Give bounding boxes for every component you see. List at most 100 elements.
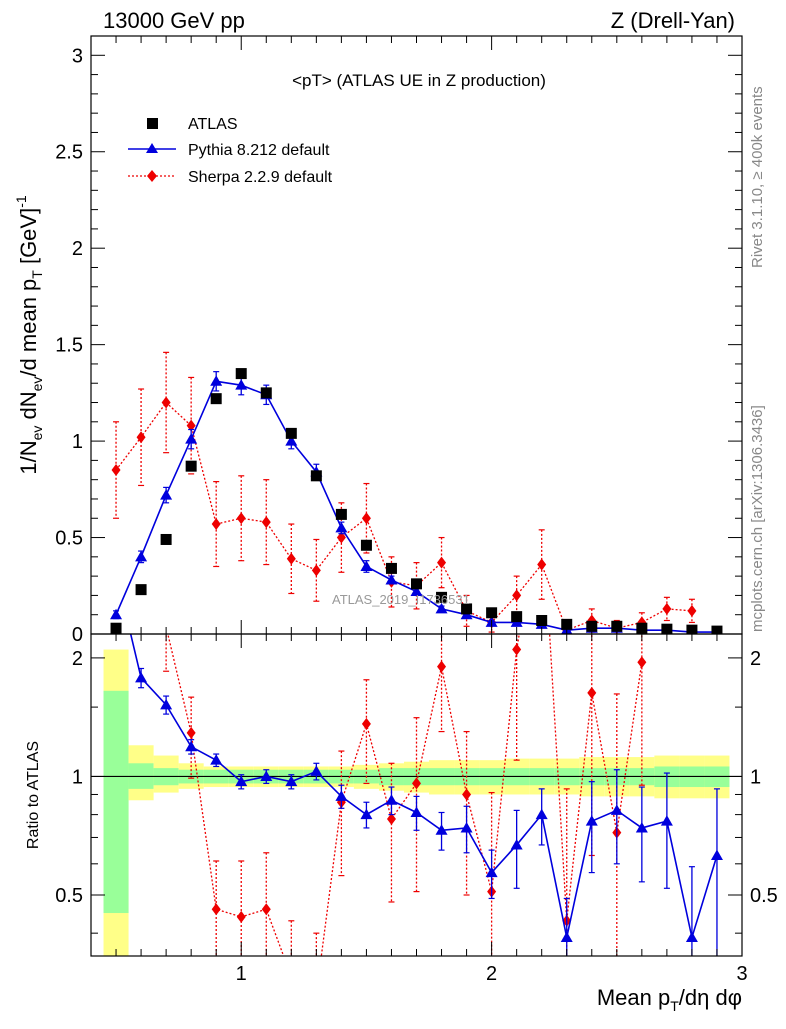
atlas-point — [260, 387, 272, 399]
main-ylabel-text: 1/Nev dNev/d mean pT [GeV]-1 — [13, 195, 45, 475]
sherpa-point — [336, 531, 346, 544]
sherpa-point — [361, 512, 371, 525]
ratio-pythia-point — [185, 740, 198, 752]
sherpa-point — [687, 604, 697, 617]
sherpa-point — [512, 589, 522, 602]
ratio-pythia-point — [210, 754, 223, 765]
legend-marker-atlas — [147, 118, 158, 129]
ratio-ytick-label: 0.5 — [55, 885, 83, 907]
atlas-point — [586, 620, 598, 632]
ratio-sherpa-point — [462, 788, 472, 801]
pythia-point — [210, 375, 223, 386]
atlas-point — [486, 607, 498, 619]
pythia-point — [235, 379, 248, 390]
sherpa-point — [662, 602, 672, 615]
sherpa-point — [236, 512, 246, 525]
sherpa-point — [437, 556, 447, 569]
ratio-pythia-point — [710, 849, 723, 860]
ratio-pythia-point — [335, 790, 348, 801]
ratio-sherpa-point — [512, 643, 522, 656]
ratio-xtick-label: 3 — [736, 963, 747, 985]
atlas-point — [385, 562, 397, 574]
atlas-point — [511, 611, 523, 623]
ratio-ytick-label-right: 2 — [750, 648, 761, 670]
ratio-xtick-label: 2 — [486, 963, 497, 985]
ratio-sherpa-point — [637, 656, 647, 669]
ratio-sherpa-point — [587, 686, 597, 699]
atlas-point — [160, 533, 172, 545]
ratio-pythia-point — [160, 698, 173, 710]
atlas-point — [285, 427, 297, 439]
ratio-pythia-point — [435, 824, 448, 835]
pythia-point — [335, 521, 348, 533]
x-axis-label: Mean pT/dη dφ — [597, 985, 742, 1014]
sherpa-point — [311, 564, 321, 577]
ratio-pythia-point — [510, 838, 523, 850]
rivet-label: Rivet 3.1.10, ≥ 400k events — [749, 86, 766, 268]
atlas-point — [185, 460, 197, 472]
atlas-point — [235, 368, 247, 380]
ratio-pythia-point — [360, 808, 373, 820]
ratio-panel — [129, 634, 723, 956]
ratio-sherpa-point — [361, 717, 371, 730]
ratio-sherpa-point — [211, 903, 221, 916]
legend-marker-pythia — [146, 143, 158, 153]
ratio-ytick-label-right: 0.5 — [750, 885, 778, 907]
legend-label-atlas: ATLAS — [188, 116, 238, 133]
atlas-point — [411, 578, 422, 590]
ratio-pythia-point — [135, 671, 148, 683]
atlas-point — [611, 620, 623, 632]
atlas-point — [461, 603, 473, 615]
legend-entry-pythia: Pythia 8.212 default — [128, 142, 330, 159]
ratio-pythia-point — [560, 931, 573, 942]
sherpa-point — [136, 431, 146, 444]
main-ytick-label: 0 — [72, 624, 83, 646]
sherpa-point — [211, 518, 221, 531]
ratio-pythia-point — [585, 815, 598, 826]
main-ytick-label: 1 — [72, 431, 83, 453]
atlas-point — [210, 393, 222, 405]
ratio-sherpa-point — [236, 910, 246, 923]
ratio-pythia-point — [235, 775, 248, 787]
pythia-point — [435, 602, 448, 614]
atlas-point — [335, 508, 347, 520]
ratio-ylabel: Ratio to ATLAS — [25, 741, 42, 849]
atlas-point — [561, 618, 573, 630]
watermark: ATLAS_2019_I1736531 — [332, 592, 470, 607]
ratio-sherpa-point — [386, 812, 396, 825]
legend-entry-atlas: ATLAS — [147, 116, 238, 133]
main-ytick-label: 2 — [72, 238, 83, 260]
process-label: Z (Drell-Yan) — [611, 8, 735, 33]
ratio-pythia-point — [535, 808, 548, 820]
atlas-point — [436, 591, 448, 603]
ratio-pythia-point — [285, 775, 298, 787]
ratio-pythia-point — [260, 770, 273, 781]
sherpa-point — [261, 516, 271, 529]
ratio-xtick-label: 1 — [236, 963, 247, 985]
axes: 0 0.5 1 1.5 2 2.5 3 1 2 3 0.5 0.5 1 1 2 2 — [55, 36, 778, 985]
ratio-pythia-point — [410, 806, 423, 817]
legend-marker-sherpa — [147, 170, 157, 182]
main-ytick-label: 1.5 — [55, 335, 83, 357]
ratio-ytick-label: 1 — [72, 766, 83, 788]
mcplots-label: mcplots.cern.ch [arXiv:1306.3436] — [749, 405, 766, 632]
legend-entry-sherpa: Sherpa 2.2.9 default — [128, 169, 333, 186]
sherpa-line — [115, 401, 692, 631]
ratio-pythia-point — [460, 821, 473, 833]
atlas-point — [310, 470, 322, 482]
sherpa-point — [186, 419, 196, 432]
atlas-point — [536, 614, 548, 626]
ratio-pythia-point — [310, 765, 323, 776]
chart-title: <pT> (ATLAS UE in Z production) — [292, 71, 546, 90]
atlas-point — [135, 584, 147, 596]
main-ytick-label: 3 — [72, 45, 83, 67]
ratio-ytick-label: 2 — [72, 648, 83, 670]
sherpa-point — [286, 552, 296, 565]
ratio-pythia-point — [485, 866, 498, 878]
legend: ATLAS Pythia 8.212 default Sherpa 2.2.9 … — [128, 116, 333, 186]
pythia-point — [385, 573, 398, 585]
main-ytick-label: 0.5 — [55, 528, 83, 550]
ratio-sherpa-point — [261, 903, 271, 916]
